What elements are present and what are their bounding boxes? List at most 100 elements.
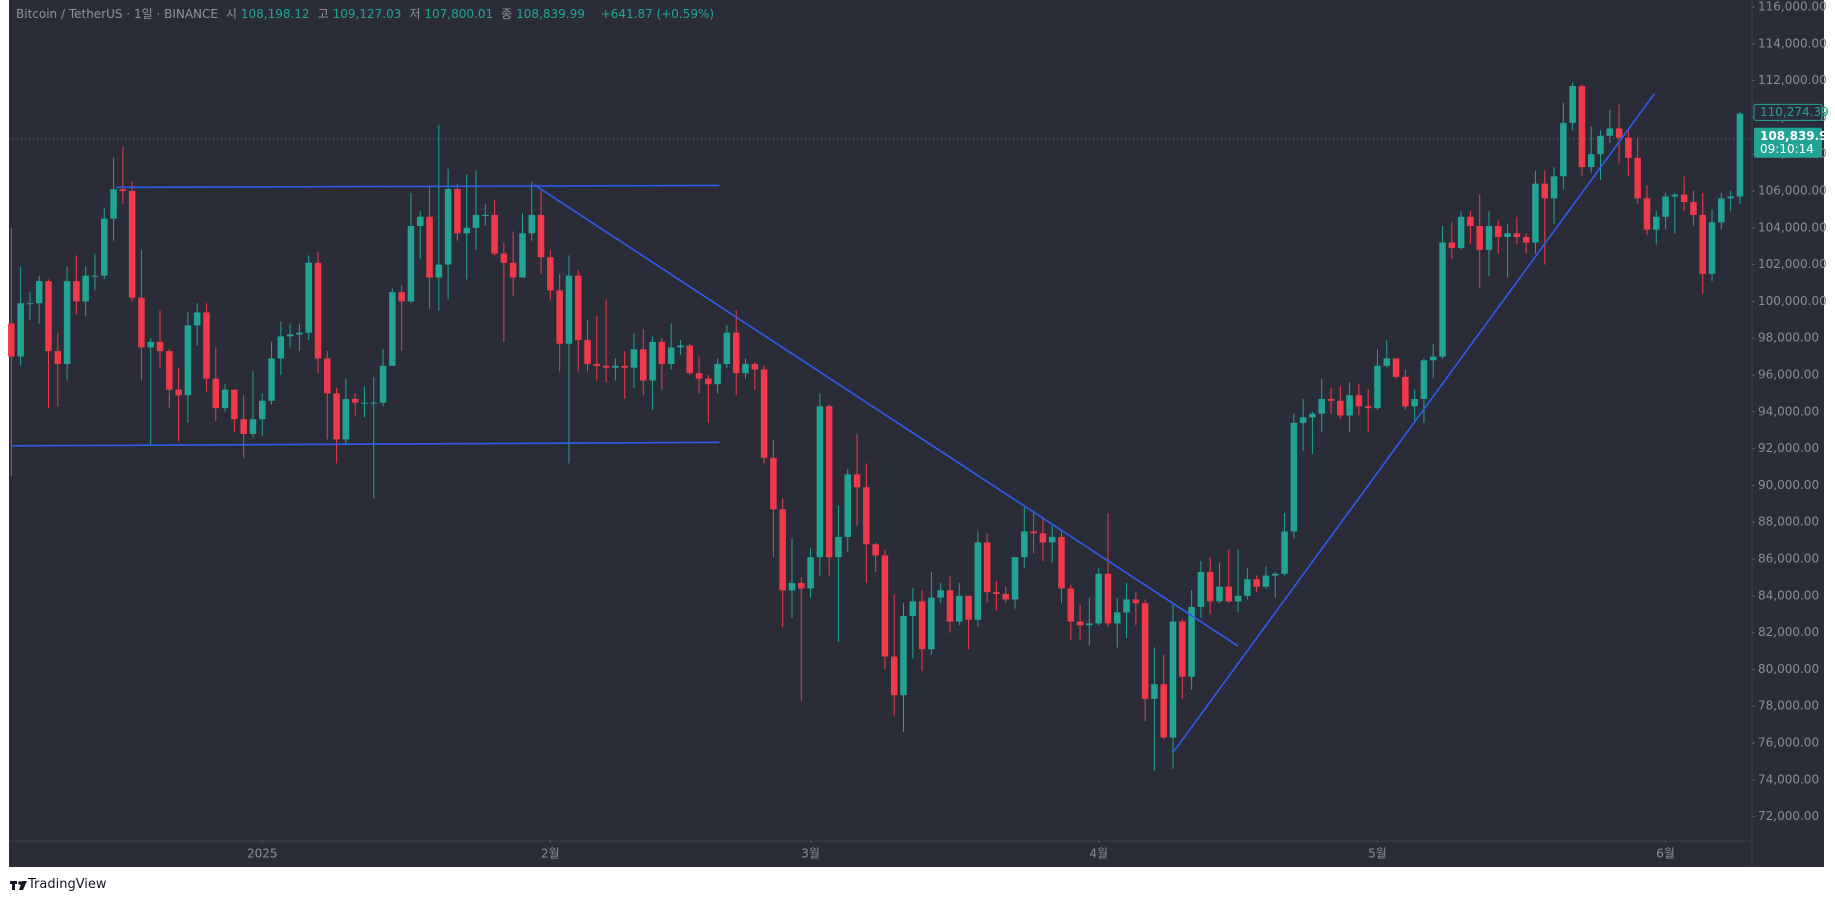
- y-tick-label: 80,000.00: [1758, 662, 1819, 676]
- candle-body: [751, 363, 759, 370]
- ohlc-key: 시: [225, 7, 237, 21]
- candle-body: [1411, 398, 1418, 407]
- candle-body: [1355, 395, 1363, 407]
- y-tick-label: 82,000.00: [1758, 625, 1819, 639]
- candle-body: [1402, 376, 1409, 407]
- candle-body: [1727, 196, 1734, 199]
- candle-body: [166, 351, 173, 390]
- candle-body: [649, 341, 656, 381]
- candle-body: [351, 398, 359, 403]
- candle-body: [630, 349, 638, 368]
- candle-body: [435, 264, 443, 278]
- candle-body: [175, 389, 182, 396]
- candle-body: [760, 369, 768, 458]
- candle-body: [946, 590, 954, 622]
- candle-body: [714, 363, 721, 385]
- x-tick-label: 4월: [1089, 847, 1108, 861]
- candle-body: [1058, 536, 1065, 589]
- price-marker-label: 110,274.39: [1760, 105, 1829, 119]
- candle-body: [1160, 684, 1167, 738]
- candle-body: [221, 389, 229, 409]
- change: +641.87 (+0.59%): [600, 7, 715, 21]
- candle-body: [872, 544, 879, 556]
- trendline: [534, 184, 1239, 647]
- candle-body: [444, 189, 452, 265]
- candle-body: [1513, 233, 1521, 238]
- candle-body: [1253, 579, 1260, 587]
- trendline: [1173, 93, 1656, 752]
- candle-body: [537, 214, 545, 258]
- candle-body: [723, 332, 731, 364]
- candle-body: [258, 400, 266, 420]
- candle-body: [35, 281, 43, 304]
- candle-body: [389, 292, 396, 366]
- candle-body: [890, 656, 898, 696]
- candle-body: [1197, 571, 1205, 607]
- candle-body: [1337, 400, 1344, 416]
- candle-body: [1476, 225, 1483, 250]
- candle-body: [1662, 196, 1669, 217]
- tradingview-logo: [10, 881, 27, 890]
- candle-body: [407, 225, 415, 302]
- y-tick-label: 90,000.00: [1758, 478, 1819, 492]
- candle-body: [816, 406, 824, 558]
- y-tick-label: 86,000.00: [1758, 552, 1819, 566]
- x-tick-label: 5월: [1368, 847, 1387, 861]
- candle-body: [1374, 365, 1381, 409]
- candle-body: [379, 365, 387, 403]
- candle-body: [612, 365, 619, 368]
- candle-body: [147, 341, 154, 348]
- candle-body: [974, 542, 982, 620]
- candle-body: [1076, 621, 1084, 626]
- ohlc-key: 고: [317, 7, 329, 21]
- candle-body: [1262, 575, 1270, 587]
- candle-body: [212, 378, 220, 409]
- candle-body: [956, 595, 963, 622]
- ohlc-value: 108,839.99: [516, 7, 585, 21]
- candle-body: [193, 312, 201, 326]
- countdown-label: 09:10:14: [1760, 142, 1814, 156]
- candle-body: [482, 214, 489, 216]
- candle-body: [1216, 586, 1223, 602]
- candle-body: [1532, 183, 1539, 243]
- candle-body: [1271, 573, 1279, 576]
- candle-body: [695, 373, 703, 379]
- candle-body: [909, 601, 917, 617]
- candle-body: [156, 341, 164, 352]
- candle-body: [1244, 579, 1251, 596]
- candle-body: [249, 419, 257, 434]
- candle-body: [519, 233, 526, 278]
- candle-body: [17, 303, 24, 357]
- candle-body: [640, 349, 647, 381]
- candle-body: [463, 227, 470, 234]
- y-tick-label: 112,000.00: [1758, 73, 1827, 87]
- ohlc-value: 108,198.12: [240, 7, 310, 21]
- candle-body: [1141, 603, 1149, 699]
- candle-body: [770, 457, 777, 510]
- candle-body: [807, 557, 814, 589]
- candle-body: [240, 419, 247, 434]
- candle-body: [593, 363, 601, 366]
- candle-body: [1699, 214, 1706, 274]
- candle-body: [1002, 593, 1009, 600]
- candle-body: [918, 601, 926, 650]
- candle-body: [1095, 573, 1102, 624]
- trendline: [11, 441, 720, 447]
- candle-body: [426, 216, 433, 278]
- y-tick-label: 116,000.00: [1758, 0, 1827, 13]
- candle-body: [314, 262, 322, 359]
- symbol: Bitcoin / TetherUS · 1일 · BINANCE: [16, 7, 218, 21]
- candle-body: [1104, 573, 1112, 624]
- candle-body: [305, 262, 312, 333]
- candle-body: [1234, 595, 1242, 602]
- candle-body: [1653, 216, 1660, 230]
- candle-body: [1346, 395, 1353, 416]
- candle-body: [472, 214, 480, 228]
- candle-body: [965, 595, 972, 620]
- ohlc-key: 저: [409, 7, 421, 21]
- candle-body: [1318, 398, 1325, 414]
- candle-body: [1541, 183, 1549, 199]
- candle-body: [1634, 157, 1641, 199]
- candle-body: [621, 365, 628, 368]
- candle-body: [788, 582, 796, 591]
